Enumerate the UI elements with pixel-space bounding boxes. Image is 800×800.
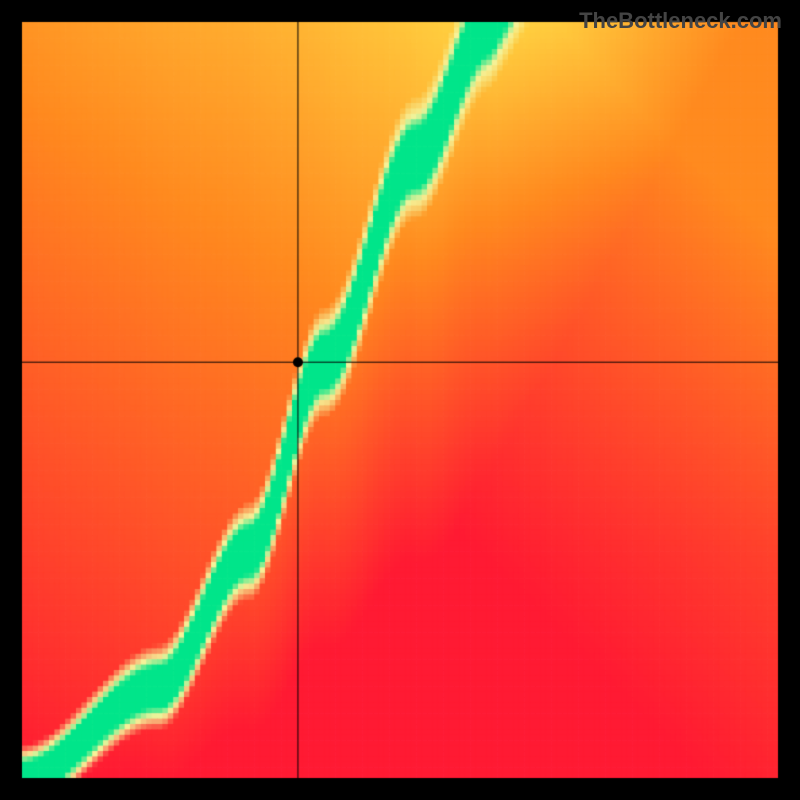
chart-container: TheBottleneck.com xyxy=(0,0,800,800)
watermark: TheBottleneck.com xyxy=(579,8,782,34)
heatmap-canvas xyxy=(0,0,800,800)
